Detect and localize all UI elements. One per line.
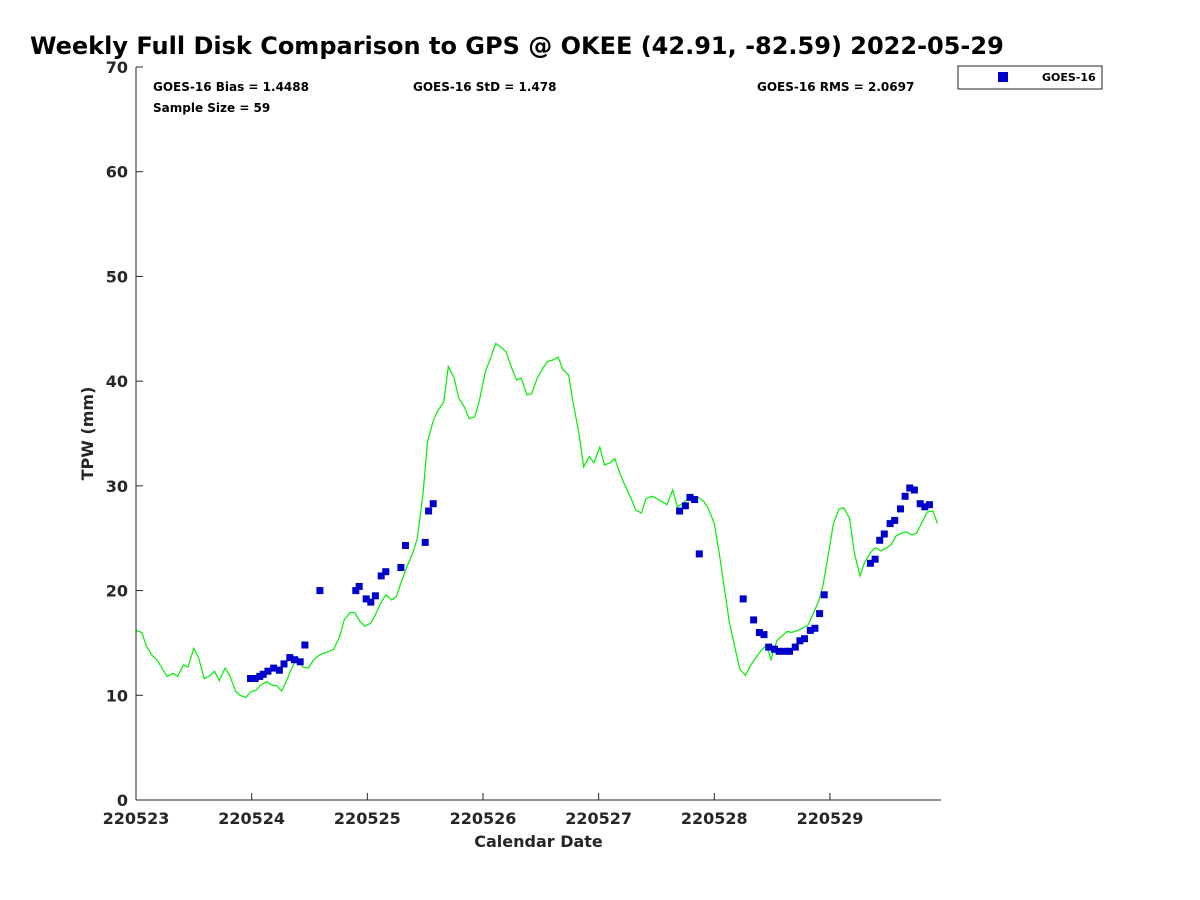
goes-16-series [247, 484, 933, 682]
y-axis-ticks: 0 10 20 30 40 50 60 70 [106, 58, 143, 810]
goes-16-point [921, 503, 929, 511]
std-stat: GOES-16 StD = 1.478 [413, 80, 556, 94]
goes-16-point [916, 500, 924, 508]
legend-box [957, 65, 1103, 90]
x-tick-label: 220525 [334, 809, 401, 828]
goes-16-point [765, 643, 773, 651]
x-tick-label: 220527 [565, 809, 632, 828]
goes-16-point [897, 505, 904, 513]
goes-16-point [760, 631, 768, 639]
y-tick-label: 70 [106, 58, 128, 77]
goes-16-point [371, 592, 379, 600]
goes-16-point [925, 501, 933, 509]
y-tick-label: 20 [106, 582, 128, 601]
goes-16-point [355, 582, 363, 590]
goes-16-point [901, 492, 909, 500]
x-axis-ticks: 220523 220524 220525 220526 220527 220528 2205… [103, 793, 864, 828]
goes-16-point [886, 520, 894, 528]
y-tick-label: 10 [106, 686, 128, 705]
x-tick-label: 220529 [797, 809, 864, 828]
goes-16-point [264, 667, 272, 675]
goes-16-point [425, 507, 433, 515]
goes-16-point [739, 595, 747, 603]
goes-16-point [750, 616, 758, 624]
goes-16-point [910, 486, 918, 494]
goes-16-point [781, 647, 789, 655]
goes-16-point [402, 542, 409, 549]
goes-16-point [429, 500, 437, 508]
goes-16-point [286, 654, 294, 662]
gps-series [135, 342, 939, 699]
goes-16-point [871, 555, 879, 563]
goes-16-point [301, 641, 309, 649]
goes-16-point [352, 587, 360, 595]
goes-16-point [811, 624, 819, 632]
goes-16-point [695, 550, 703, 558]
goes-16-point [382, 568, 390, 576]
goes-16-point [280, 660, 288, 668]
goes-16-point [786, 647, 793, 655]
goes-16-point [770, 645, 778, 653]
legend-label-goes-16: GOES-16 [1042, 71, 1096, 84]
goes-16-point [891, 516, 899, 524]
goes-16-point [755, 629, 763, 636]
goes-16-point [681, 502, 689, 510]
y-axis-label: TPW (mm) [78, 387, 97, 481]
goes-16-point [796, 637, 804, 645]
chart-title: Weekly Full Disk Comparison to GPS @ OKE… [30, 32, 1004, 60]
y-tick-label: 0 [117, 791, 128, 810]
plot-area [136, 67, 941, 800]
goes-16-point [316, 587, 324, 595]
goes-16-point [775, 647, 783, 655]
goes-16-point [876, 536, 884, 544]
goes-16-point [880, 530, 888, 538]
goes-16-point [367, 598, 375, 606]
x-axis-label: Calendar Date [474, 832, 603, 851]
goes-16-point [247, 675, 254, 682]
x-tick-label: 220526 [450, 809, 517, 828]
goes-16-point [275, 666, 283, 674]
goes-16-point [906, 484, 914, 492]
x-tick-label: 220528 [681, 809, 748, 828]
gps-line [135, 342, 939, 699]
goes-16-point [296, 658, 304, 666]
goes-16-point [791, 643, 799, 651]
goes-16-point [259, 670, 267, 678]
plot-frame [136, 67, 941, 800]
goes-16-point [820, 591, 828, 599]
goes-16-point [691, 496, 699, 503]
goes-16-point [421, 538, 429, 546]
goes-16-point [362, 595, 370, 603]
rms-stat: GOES-16 RMS = 2.0697 [757, 80, 914, 94]
goes-16-point [270, 664, 278, 672]
x-tick-label: 220524 [218, 809, 285, 828]
goes-16-point [676, 507, 684, 515]
y-tick-label: 40 [106, 372, 128, 391]
y-tick-label: 30 [106, 477, 128, 496]
sample-size-stat: Sample Size = 59 [153, 101, 270, 115]
goes-16-point [251, 675, 259, 682]
goes-16-point [816, 610, 824, 618]
goes-16-point [377, 572, 385, 580]
goes-16-point [801, 635, 808, 643]
y-tick-label: 60 [106, 163, 128, 182]
legend-marker-goes-16 [998, 72, 1008, 82]
bias-stat: GOES-16 Bias = 1.4488 [153, 80, 309, 94]
x-tick-label: 220523 [103, 809, 170, 828]
goes-16-point [291, 656, 298, 664]
goes-16-point [686, 493, 694, 501]
y-tick-label: 50 [106, 267, 128, 286]
goes-16-point [397, 564, 405, 571]
legend: GOES-16 [957, 65, 1103, 90]
stats-annotations: GOES-16 Bias = 1.4488 GOES-16 StD = 1.47… [153, 80, 914, 115]
goes-16-point [806, 626, 814, 634]
goes-16-point [866, 559, 874, 567]
